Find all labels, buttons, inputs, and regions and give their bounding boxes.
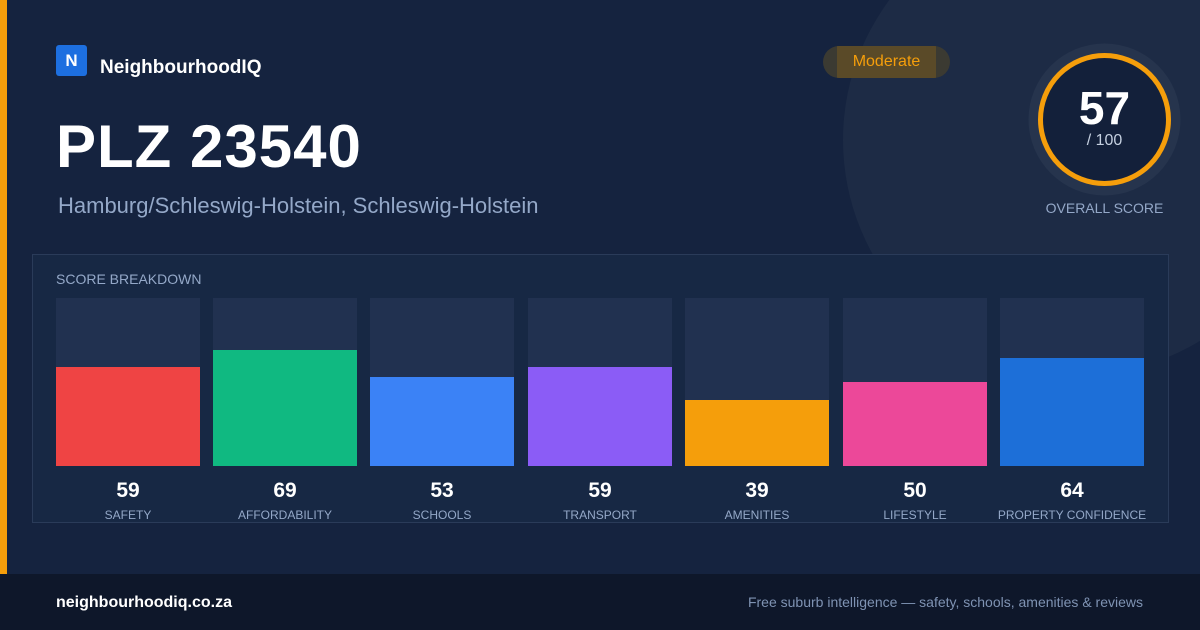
bar-track (213, 298, 357, 466)
bar-label: AMENITIES (724, 508, 790, 522)
bar-fill (843, 382, 987, 466)
score-bar-amenities: 39 AMENITIES (685, 298, 829, 528)
bar-label: PROPERTY CONFIDENCE (997, 508, 1147, 522)
footer (0, 574, 1200, 630)
accent-stripe (0, 0, 7, 574)
bar-track (1000, 298, 1144, 466)
bar-track (843, 298, 987, 466)
brand-name: NeighbourhoodIQ (100, 57, 262, 78)
bar-value: 39 (745, 479, 769, 502)
bar-fill (1000, 358, 1144, 466)
bar-label: SCHOOLS (412, 508, 472, 522)
score-bar-lifestyle: 50 LIFESTYLE (843, 298, 987, 528)
footer-tagline: Free suburb intelligence — safety, schoo… (747, 594, 1143, 610)
bar-value: 50 (903, 479, 927, 502)
overall-score-denominator: / 100 (1086, 132, 1123, 149)
rating-badge-label: Moderate (852, 53, 921, 70)
score-breakdown-title: SCORE BREAKDOWN (56, 271, 202, 287)
bar-value: 53 (430, 479, 454, 502)
overall-score-ring (1028, 43, 1181, 196)
score-bar-affordability: 69 AFFORDABILITY (213, 298, 357, 528)
score-ring-stroke (1038, 53, 1171, 186)
footer-site-link[interactable]: neighbourhoodiq.co.za (56, 594, 232, 611)
overall-score-caption: OVERALL SCORE (1045, 200, 1164, 216)
score-bar-property-confidence: 64 PROPERTY CONFIDENCE (998, 298, 1146, 528)
bar-track (685, 298, 829, 466)
bar-value: 69 (273, 479, 297, 502)
bar-label: SAFETY (104, 508, 152, 522)
brand-logo-icon: N (56, 45, 87, 76)
bar-label: AFFORDABILITY (237, 508, 332, 522)
score-bar-safety: 59 SAFETY (56, 298, 200, 528)
bar-value: 64 (1060, 479, 1084, 502)
bar-fill (685, 400, 829, 466)
rating-badge: Moderate (823, 46, 950, 78)
overall-score-value: 57 (1078, 82, 1131, 134)
bar-track (56, 298, 200, 466)
bar-fill (56, 367, 200, 466)
score-bar-schools: 53 SCHOOLS (370, 298, 514, 528)
score-bar-transport: 59 TRANSPORT (528, 298, 672, 528)
rating-badge-highlight (837, 46, 936, 78)
bar-track (370, 298, 514, 466)
bar-label: LIFESTYLE (883, 508, 947, 522)
bar-value: 59 (116, 479, 140, 502)
overall-score-ring-svg (1028, 43, 1181, 196)
bar-fill (528, 367, 672, 466)
page-subtitle: Hamburg/Schleswig-Holstein, Schleswig-Ho… (58, 193, 539, 218)
page-title: PLZ 23540 (56, 113, 362, 180)
bar-value: 59 (588, 479, 612, 502)
bar-track (528, 298, 672, 466)
bar-fill (213, 350, 357, 466)
bar-label: TRANSPORT (563, 508, 637, 522)
bar-fill (370, 377, 514, 466)
